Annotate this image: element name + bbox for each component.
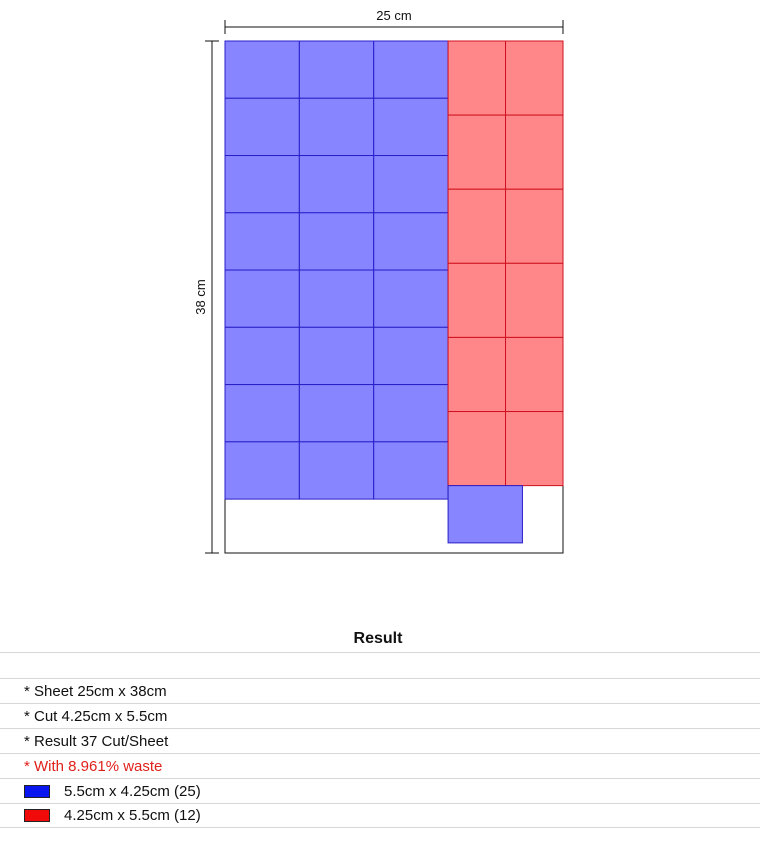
width-label: 25 cm (376, 8, 411, 23)
red-piece (505, 336, 564, 413)
blue-piece (373, 326, 449, 386)
width-dimension: 25 cm (224, 8, 564, 34)
red-piece (447, 262, 507, 338)
cuts-per-sheet-line: * Result 37 Cut/Sheet (0, 728, 760, 753)
result-title: Result (353, 630, 403, 647)
blue-piece (298, 326, 375, 386)
blue-piece (373, 40, 449, 99)
legend-swatch-red (24, 809, 50, 822)
blue-piece (298, 384, 375, 443)
cut-layout-diagram: 25 cm 38 cm (193, 8, 564, 554)
red-piece (447, 411, 507, 487)
blue-piece-extra (447, 485, 523, 544)
red-piece (505, 40, 564, 116)
blue-piece (298, 212, 375, 271)
legend-item-blue: 5.5cm x 4.25cm (25) (0, 778, 760, 803)
blue-piece (298, 155, 375, 214)
red-piece (447, 114, 507, 190)
result-spacer (0, 652, 760, 678)
red-piece (447, 188, 507, 264)
cut-size-line: * Cut 4.25cm x 5.5cm (0, 703, 760, 728)
blue-piece (373, 384, 449, 443)
blue-piece (224, 40, 300, 99)
blue-piece (224, 326, 300, 386)
blue-piece (298, 40, 375, 99)
result-list: * Sheet 25cm x 38cm * Cut 4.25cm x 5.5cm… (0, 652, 760, 828)
blue-piece (298, 97, 375, 157)
blue-piece (224, 441, 300, 500)
blue-piece (373, 155, 449, 214)
legend-label-red: 4.25cm x 5.5cm (12) (64, 807, 201, 824)
blue-piece (224, 97, 300, 157)
blue-piece (373, 212, 449, 271)
cut-pieces (224, 40, 564, 544)
blue-piece (298, 269, 375, 328)
legend-label-blue: 5.5cm x 4.25cm (25) (64, 782, 201, 800)
blue-piece (224, 212, 300, 271)
blue-piece (373, 97, 449, 157)
blue-piece (224, 384, 300, 443)
red-piece (447, 336, 507, 413)
red-piece (505, 262, 564, 338)
blue-piece (224, 269, 300, 328)
red-piece (505, 188, 564, 264)
blue-piece (298, 441, 375, 500)
height-dimension: 38 cm (193, 40, 219, 554)
red-piece (447, 40, 507, 116)
red-piece (505, 114, 564, 190)
waste-line: * With 8.961% waste (0, 753, 760, 778)
height-label: 38 cm (193, 279, 208, 314)
red-piece (505, 411, 564, 487)
legend-swatch-blue (24, 784, 50, 798)
legend-item-red: 4.25cm x 5.5cm (12) (0, 803, 760, 828)
blue-piece (373, 441, 449, 500)
blue-piece (224, 155, 300, 214)
sheet-size-line: * Sheet 25cm x 38cm (0, 678, 760, 703)
blue-piece (373, 269, 449, 328)
